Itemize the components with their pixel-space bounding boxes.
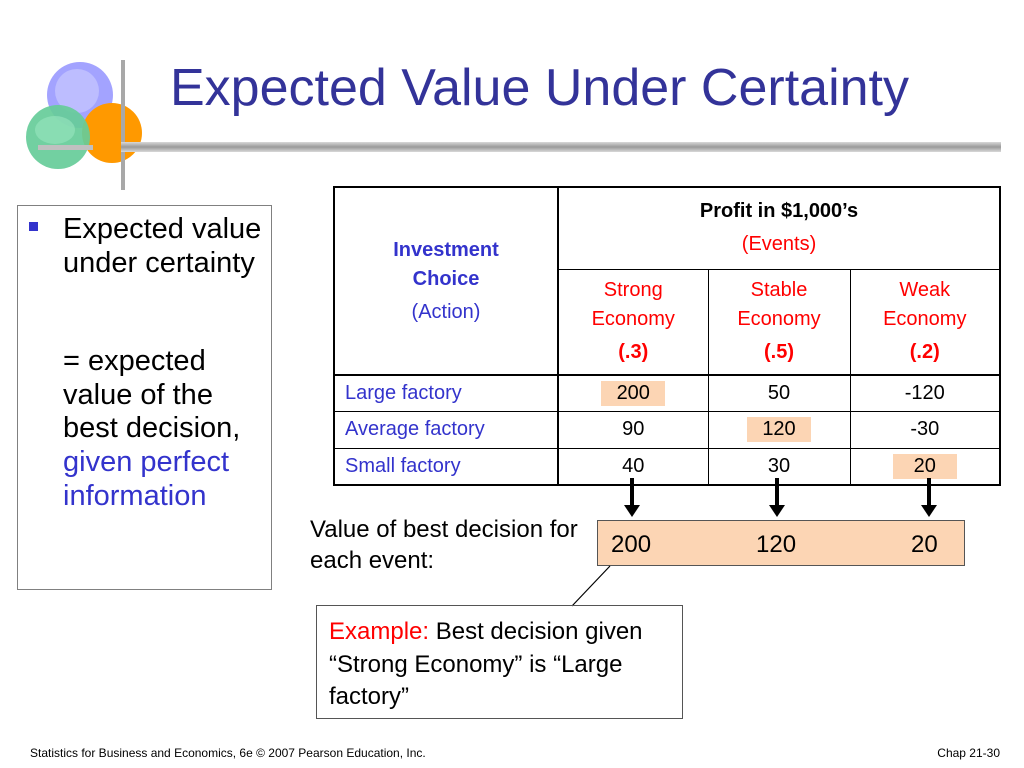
- bullet-main-text: Expected value under certainty: [63, 213, 262, 279]
- bullet-highlight-text: given perfect information: [63, 445, 230, 512]
- footer-citation: Statistics for Business and Economics, 6…: [30, 746, 426, 760]
- row-label-small: Small factory: [333, 447, 559, 486]
- event-strong-prob: (.3): [618, 341, 649, 364]
- best-values-box: 200 120 20: [597, 520, 965, 566]
- footer-page-number: Chap 21-30: [937, 746, 1000, 760]
- arrow-weak-shaft: [927, 478, 931, 506]
- row-header-line3: (Action): [411, 300, 481, 323]
- cell-large-strong: 200: [557, 374, 709, 413]
- row-header-cell: Investment Choice (Action): [333, 186, 559, 376]
- title-horizontal-rule: [121, 142, 1001, 152]
- table-header-row: Investment Choice (Action) Profit in $1,…: [333, 186, 1001, 376]
- best-value-stable: 120: [756, 531, 797, 558]
- event-weak-line1: Weak: [899, 279, 951, 302]
- events-header-subtitle: (Events): [741, 233, 817, 256]
- event-weak-line2: Economy: [883, 308, 967, 331]
- event-stable-prob: (.5): [764, 341, 794, 364]
- page-title: Expected Value Under Certainty: [170, 59, 909, 117]
- example-box: Example: Best decision given “Strong Eco…: [316, 605, 683, 719]
- event-weak-prob: (.2): [909, 341, 940, 364]
- bullet-square-icon: [29, 222, 38, 231]
- row-label-average: Average factory: [333, 411, 559, 449]
- event-stable-line2: Economy: [737, 308, 821, 331]
- table-row: Large factory 200 50 -120: [333, 374, 1001, 413]
- bullet-continuation: = expected value of the best decision, g…: [63, 345, 268, 513]
- bullet-box: [17, 205, 272, 590]
- highlight-best-strong: 200: [601, 381, 666, 407]
- event-col-stable: Stable Economy (.5): [707, 268, 851, 376]
- table-row: Average factory 90 120 -30: [333, 411, 1001, 449]
- row-header-line2: Choice: [412, 267, 480, 290]
- table-row: Small factory 40 30 20: [333, 447, 1001, 486]
- table-event-row: Strong Economy (.3) Stable Economy (.5) …: [334, 268, 1001, 376]
- best-value-strong: 200: [611, 531, 652, 558]
- events-header-cell: Profit in $1,000’s (Events): [557, 186, 1001, 270]
- presentation-logo-icon: [26, 62, 142, 169]
- highlight-best-stable: 120: [747, 417, 811, 443]
- arrow-stable-head-icon: [769, 505, 785, 517]
- cell-small-weak: 20: [849, 447, 1001, 486]
- title-vertical-rule: [121, 60, 125, 190]
- arrow-strong-head-icon: [624, 505, 640, 517]
- arrow-strong-shaft: [630, 478, 634, 506]
- example-text: Best decision given “Strong Economy” is …: [329, 618, 643, 711]
- cell-average-stable: 120: [707, 411, 851, 449]
- cell-small-stable: 30: [707, 447, 851, 486]
- best-value-weak: 20: [911, 531, 938, 558]
- row-header-line1: Investment: [393, 238, 499, 261]
- example-prefix: Example:: [329, 618, 430, 645]
- highlight-best-weak: 20: [892, 453, 957, 479]
- best-decision-label: Value of best decision for each event:: [310, 516, 578, 575]
- arrow-weak-head-icon: [921, 505, 937, 517]
- cell-average-weak: -30: [849, 411, 1001, 449]
- event-strong-line1: Strong: [603, 279, 663, 302]
- cell-large-weak: -120: [849, 374, 1001, 413]
- event-stable-line1: Stable: [750, 279, 808, 302]
- cell-large-stable: 50: [707, 374, 851, 413]
- arrow-stable-shaft: [775, 478, 779, 506]
- event-strong-line2: Economy: [591, 308, 675, 331]
- cell-average-strong: 90: [557, 411, 709, 449]
- events-header-title: Profit in $1,000’s: [699, 200, 859, 223]
- example-connector-line: [571, 565, 611, 607]
- row-label-large: Large factory: [333, 374, 559, 413]
- event-col-weak: Weak Economy (.2): [849, 268, 1001, 376]
- payoff-table: Investment Choice (Action) Profit in $1,…: [333, 186, 1002, 486]
- event-col-strong: Strong Economy (.3): [557, 268, 709, 376]
- bullet-definition-text: = expected value of the best decision,: [63, 345, 241, 445]
